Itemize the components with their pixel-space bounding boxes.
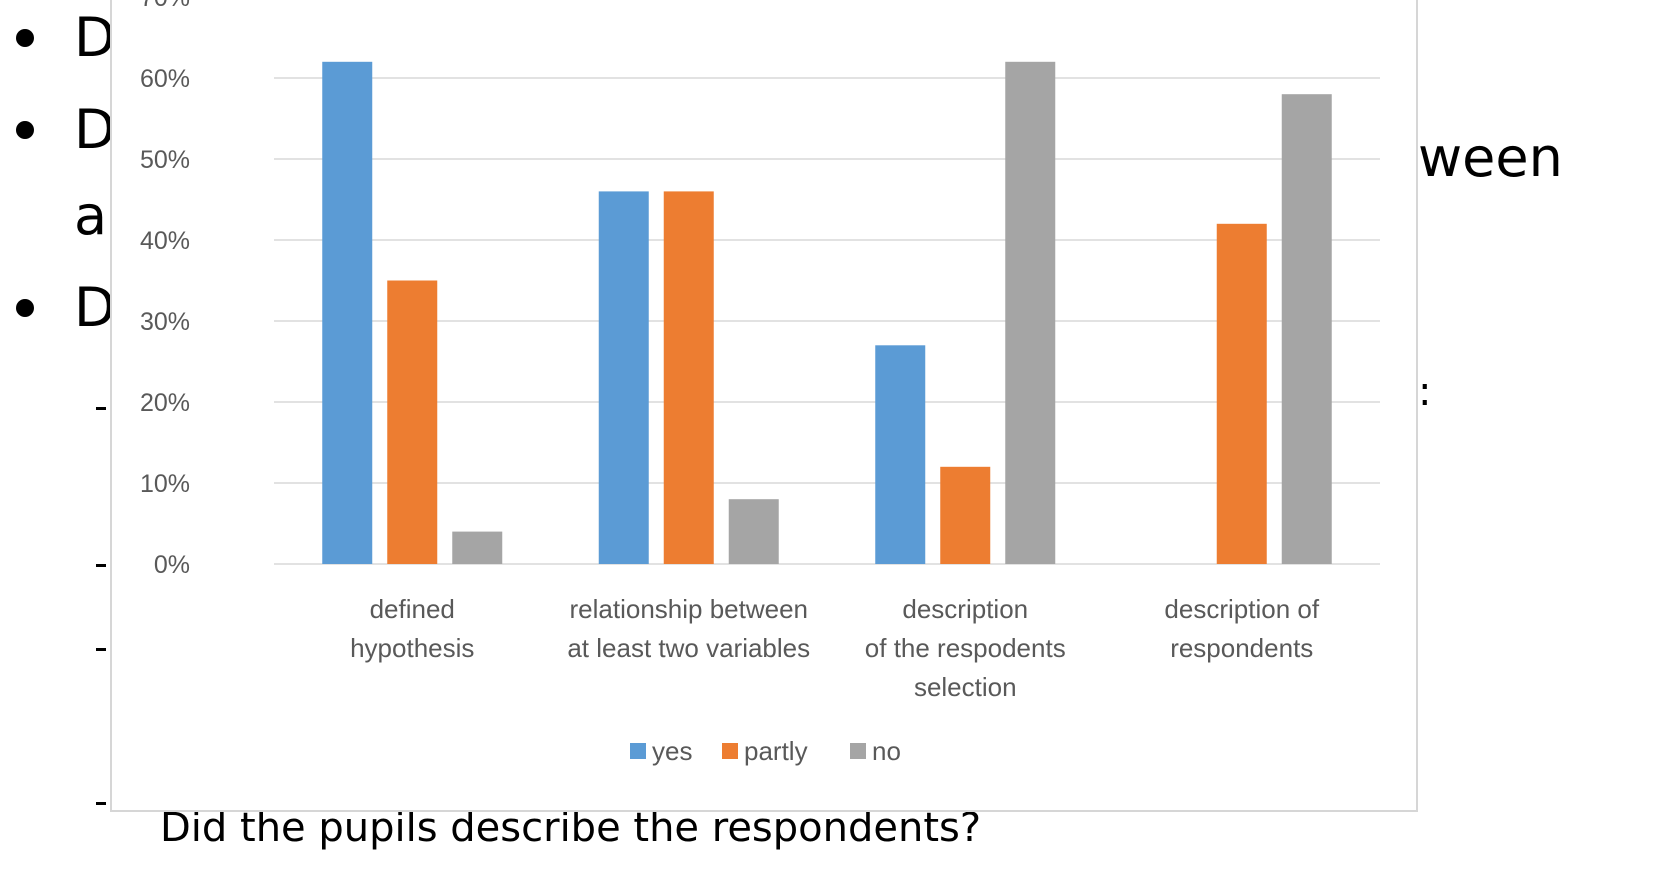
legend-swatch-yes (630, 743, 646, 759)
x-category-label: hypothesis (350, 633, 474, 663)
chart-panel: 0% 10% 20% 30% 40% 50% 60% 70% defined hypothesis… (110, 0, 1418, 812)
legend-swatch-no (850, 743, 866, 759)
bar-yes-0 (322, 61, 373, 565)
sub-bullet-dash-1 (96, 407, 106, 410)
bullet-dot-1 (16, 29, 34, 47)
x-category-label: defined (370, 594, 455, 624)
bar-no-2 (1005, 61, 1056, 565)
y-tick-label: 60% (140, 65, 190, 93)
y-tick-label: 50% (140, 146, 190, 174)
x-category-label: of the respodents (865, 633, 1066, 663)
sub-bullet-dash-3 (96, 648, 106, 651)
bar-partly-0 (387, 280, 438, 564)
x-category-label: selection (914, 672, 1017, 702)
bar-chart: 0% 10% 20% 30% 40% 50% 60% 70% defined hypothesis… (140, 0, 1380, 766)
bullet-3-text: D (74, 276, 116, 339)
x-category-label: description of (1164, 594, 1319, 624)
x-category-label: respondents (1170, 633, 1313, 663)
bullet-1-text: D (74, 6, 116, 69)
bar-partly-1 (663, 191, 714, 564)
sub-bullet-dash-2 (96, 564, 106, 567)
bullet-2-text: D (74, 98, 116, 161)
x-category-label: at least two variables (567, 633, 810, 663)
bullet-2-text-right: ween (1418, 126, 1563, 189)
legend-label-partly: partly (744, 736, 808, 766)
y-tick-label: 10% (140, 470, 190, 498)
bullet-dot-2 (16, 121, 34, 139)
y-tick-label: 30% (140, 308, 190, 336)
x-category-label: description (902, 594, 1028, 624)
bar-no-3 (1281, 94, 1332, 564)
bar-partly-2 (940, 466, 991, 564)
y-tick-label: 70% (140, 0, 190, 12)
sub-bullet-dash-4 (96, 802, 106, 805)
bottom-sub-bullet-text: Did the pupils describe the respondents? (160, 805, 982, 851)
bar-yes-2 (875, 345, 926, 564)
bar-yes-1 (598, 191, 649, 564)
legend-label-no: no (872, 736, 901, 766)
bar-partly-3 (1216, 223, 1267, 565)
x-category-label: relationship between (570, 594, 809, 624)
bar-no-0 (452, 531, 503, 564)
right-fragment: : (1418, 369, 1432, 415)
bar-no-1 (728, 499, 779, 564)
legend-swatch-partly (722, 743, 738, 759)
y-tick-label: 40% (140, 227, 190, 255)
bullet-dot-3 (16, 299, 34, 317)
y-tick-label: 0% (154, 551, 190, 579)
bullet-2-continuation: a (74, 184, 108, 247)
y-tick-label: 20% (140, 389, 190, 417)
legend-label-yes: yes (652, 736, 692, 766)
